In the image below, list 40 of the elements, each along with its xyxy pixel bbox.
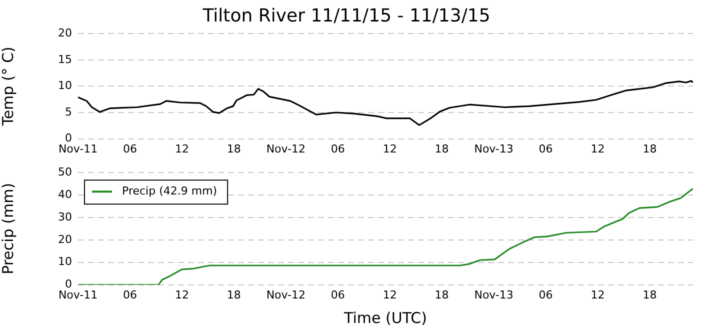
- legend-label: Precip (42.9 mm): [122, 184, 218, 198]
- x-tick-label: 18: [434, 288, 449, 302]
- x-tick-label: 12: [382, 142, 397, 156]
- x-tick-label: Nov-11: [58, 288, 98, 302]
- y-axis-title: Temp (° C): [0, 46, 17, 127]
- x-tick-label: 12: [590, 288, 605, 302]
- y-tick-label: 5: [65, 105, 72, 118]
- x-tick-label: 06: [122, 142, 137, 156]
- y-tick-label: 10: [58, 255, 72, 268]
- y-tick-label: 40: [58, 188, 72, 201]
- x-tick-label: 12: [174, 288, 189, 302]
- x-tick-label: 18: [226, 288, 241, 302]
- y-tick-label: 0: [65, 278, 72, 291]
- y-tick-label: 30: [58, 210, 72, 224]
- x-tick-label: 06: [122, 288, 137, 302]
- x-tick-label: 12: [174, 142, 189, 156]
- y-tick-label: 20: [58, 232, 72, 246]
- x-tick-label: 06: [538, 142, 553, 156]
- x-tick-label: Nov-12: [266, 142, 306, 156]
- x-tick-label: 06: [330, 142, 345, 156]
- x-tick-label: 12: [382, 288, 397, 302]
- x-tick-label: Nov-13: [474, 142, 514, 156]
- x-tick-label: 12: [590, 142, 605, 156]
- y-axis-title: Precip (mm): [0, 182, 17, 274]
- y-tick-label: 0: [65, 132, 72, 145]
- x-tick-label: Nov-13: [474, 288, 514, 302]
- y-tick-label: 50: [58, 165, 72, 178]
- x-tick-label: 06: [330, 288, 345, 302]
- x-tick-label: 18: [226, 142, 241, 156]
- x-axis-title: Time (UTC): [343, 308, 427, 327]
- y-tick-label: 10: [58, 79, 72, 92]
- x-tick-label: 18: [642, 288, 657, 302]
- chart-title: Tilton River 11/11/15 - 11/13/15: [202, 5, 490, 26]
- x-tick-label: 18: [642, 142, 657, 156]
- x-tick-label: Nov-11: [58, 142, 98, 156]
- y-tick-label: 15: [58, 52, 72, 66]
- y-tick-label: 20: [58, 26, 72, 40]
- x-tick-label: 06: [538, 288, 553, 302]
- x-tick-label: Nov-12: [266, 288, 306, 302]
- x-tick-label: 18: [434, 142, 449, 156]
